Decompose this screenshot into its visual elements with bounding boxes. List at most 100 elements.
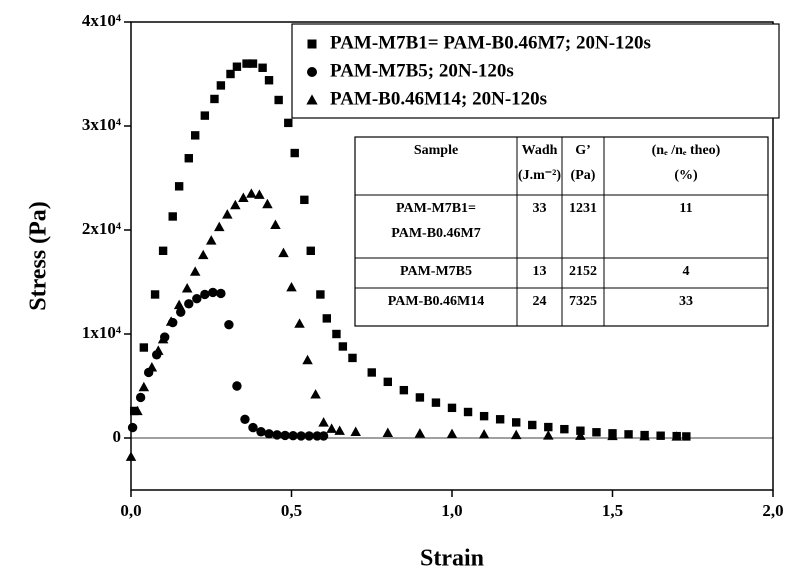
data-point: [146, 362, 158, 372]
data-point: [272, 430, 282, 440]
data-point: [310, 389, 321, 399]
data-point: [656, 431, 665, 440]
data-point: [543, 430, 554, 440]
table-cell: PAM-M7B1=: [396, 201, 476, 216]
data-point: [431, 398, 441, 407]
data-point: [174, 182, 184, 191]
table-cell: (J.m⁻²): [518, 168, 561, 183]
x-tick-label: 2,0: [762, 501, 783, 520]
data-point: [222, 209, 233, 219]
table-cell: 24: [533, 294, 547, 309]
data-point: [256, 427, 266, 437]
y-tick-label: 2x10⁴: [82, 219, 121, 238]
table-cell: (%): [674, 168, 698, 183]
data-point: [240, 414, 250, 424]
data-point: [264, 76, 274, 85]
data-point: [189, 266, 201, 276]
data-point: [479, 411, 489, 421]
data-point: [286, 281, 297, 292]
data-point: [414, 428, 426, 438]
table-cell: G’: [575, 143, 591, 158]
data-point: [300, 195, 309, 205]
data-point: [214, 221, 225, 232]
data-point: [176, 307, 186, 317]
data-point: [332, 329, 341, 339]
data-point: [284, 118, 293, 128]
data-point: [173, 299, 185, 310]
data-point: [248, 422, 258, 433]
data-point: [200, 111, 210, 120]
table-cell: 7325: [569, 294, 597, 309]
x-tick-label: 0,0: [120, 501, 141, 520]
y-axis-label: Stress (Pa): [26, 201, 52, 311]
data-point: [624, 430, 633, 439]
data-point: [302, 354, 313, 365]
data-point: [210, 94, 219, 104]
data-point: [338, 342, 348, 351]
data-point: [226, 69, 235, 79]
data-point: [306, 246, 315, 255]
data-point: [125, 451, 137, 461]
table-cell: PAM-B0.46M14: [388, 294, 485, 309]
data-point: [399, 385, 409, 395]
data-point: [671, 431, 682, 441]
data-point: [350, 426, 361, 436]
data-point: [264, 429, 274, 439]
data-point: [367, 368, 376, 377]
table-cell: (nₑ /nₑ theo): [652, 143, 721, 158]
data-point: [191, 131, 200, 140]
data-point: [262, 198, 273, 209]
y-tick-label: 4x10⁴: [82, 11, 121, 30]
data-point: [510, 429, 522, 440]
data-point: [528, 420, 537, 430]
data-point: [184, 299, 194, 309]
data-point: [607, 430, 618, 441]
data-point: [192, 293, 202, 304]
data-point: [274, 95, 283, 105]
legend-label: PAM-M7B1= PAM-B0.46M7; 20N-120s: [330, 32, 651, 53]
data-point: [348, 353, 357, 363]
data-point: [138, 381, 150, 392]
y-tick-label: 1x10⁴: [82, 323, 121, 342]
data-point: [639, 430, 650, 441]
y-tick-label: 0: [113, 427, 122, 446]
data-point: [290, 148, 299, 158]
data-point: [238, 192, 249, 202]
data-point: [544, 422, 553, 432]
legend-marker: [307, 39, 317, 49]
data-point: [150, 290, 160, 299]
data-point: [318, 431, 329, 441]
data-point: [326, 423, 337, 433]
table-cell: 33: [533, 201, 547, 216]
data-point: [304, 431, 314, 441]
data-point: [242, 59, 251, 68]
data-point: [200, 289, 210, 300]
data-point: [270, 219, 281, 229]
data-point: [278, 247, 289, 258]
data-point: [254, 189, 265, 199]
data-point: [127, 422, 138, 433]
data-point: [495, 415, 505, 424]
x-tick-label: 1,0: [441, 501, 462, 520]
data-point: [258, 63, 267, 72]
data-point: [512, 418, 521, 427]
legend-label: PAM-B0.46M14; 20N-120s: [330, 88, 547, 109]
data-point: [232, 62, 242, 71]
legend-marker: [307, 67, 317, 77]
table-cell: 13: [533, 264, 547, 279]
data-point: [230, 199, 241, 210]
data-point: [224, 319, 234, 330]
data-point: [139, 343, 149, 352]
table-cell: PAM-B0.46M7: [391, 226, 481, 241]
table-cell: Wadh: [522, 143, 558, 158]
data-point: [168, 212, 177, 221]
table-cell: 2152: [569, 264, 597, 279]
data-point: [463, 407, 473, 417]
x-tick-label: 1,5: [602, 501, 623, 520]
data-point: [157, 333, 169, 344]
table-cell: PAM-M7B5: [400, 264, 472, 279]
data-point: [560, 424, 569, 434]
data-point: [206, 235, 217, 245]
